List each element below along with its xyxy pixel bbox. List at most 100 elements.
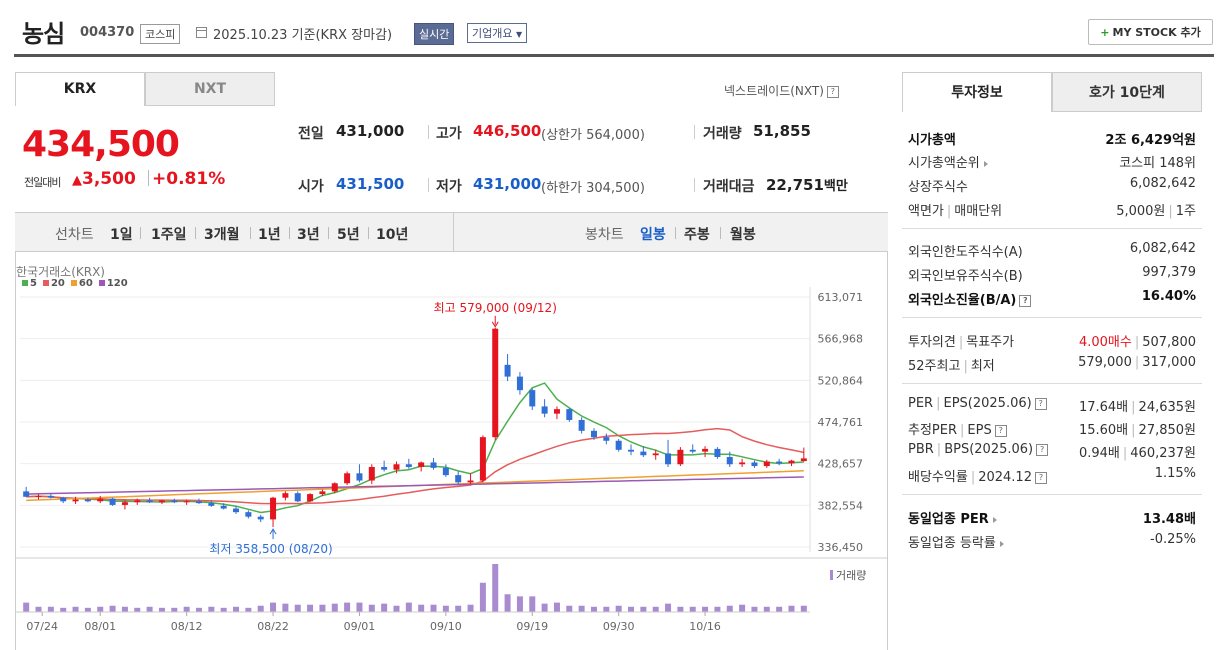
chevron-right-icon (992, 516, 997, 523)
market-badge: 코스피 (140, 24, 181, 44)
ma-legend-item[interactable]: 5 (22, 278, 37, 289)
candle-body (208, 503, 215, 506)
candle-body (344, 473, 351, 484)
help-icon[interactable]: ? (1019, 294, 1032, 307)
price-chart[interactable]: 613,071 566,968 520,864 474,761 428,657 382,5… (15, 252, 888, 650)
period-3y[interactable]: 3년 (297, 227, 320, 243)
period-1w[interactable]: 1주일 (151, 227, 187, 243)
y-tick-label: 428,657 (818, 458, 864, 471)
candle-monthly[interactable]: 월봉 (730, 227, 756, 243)
y-tick-label: 566,968 (818, 333, 864, 346)
eps-label-text: EPS (943, 396, 968, 411)
divider (720, 227, 721, 239)
candle-body (442, 467, 449, 476)
volume-bar (578, 605, 585, 612)
lower-limit-label: (하한가 (541, 181, 582, 196)
candle-body (158, 500, 165, 503)
sector-per-row[interactable]: 동일업종 PER 13.48배 (908, 508, 1196, 531)
ma-legend-item[interactable]: 20 (42, 278, 65, 289)
divider (428, 178, 429, 192)
candle-daily[interactable]: 일봉 (640, 227, 666, 243)
candle-body (430, 462, 437, 468)
period-5y[interactable]: 5년 (337, 227, 360, 243)
period-10y[interactable]: 10년 (376, 227, 409, 243)
change-amount-value: 3,500 (82, 169, 136, 189)
candle-weekly[interactable]: 주봉 (684, 227, 710, 243)
add-mystock-button[interactable]: + MY STOCK 추가 (1088, 19, 1213, 45)
company-overview-dropdown[interactable]: 기업개요 ▼ (467, 23, 528, 43)
volume-bar (381, 603, 388, 612)
candle-body (665, 453, 672, 465)
x-tick-label: 08/01 (84, 620, 116, 633)
volume-bar (307, 604, 314, 612)
volume-bar (541, 603, 548, 612)
volume-bar (504, 594, 511, 612)
upper-limit-value: 564,000) (586, 128, 645, 143)
volume-bar (405, 602, 412, 612)
prev-close-value: 431,000 (336, 122, 405, 140)
candle-body (640, 451, 647, 456)
realtime-button[interactable]: 실시간 (414, 23, 455, 45)
plus-icon: + (1100, 26, 1110, 39)
period-3m[interactable]: 3개월 (204, 227, 240, 243)
candle-body (467, 480, 474, 483)
opinion-label-text: 투자의견 (908, 335, 956, 350)
lower-limit: (하한가 304,500) (541, 177, 645, 196)
w52-low-value: 317,000 (1142, 355, 1196, 370)
ma-legend-item[interactable]: 60 (70, 278, 93, 289)
calendar-icon (196, 27, 207, 38)
est-per-row: 추정PER | EPS? 15.60배 | 27,850원 (908, 419, 1196, 442)
period-1y[interactable]: 1년 (258, 227, 281, 243)
help-icon[interactable]: ? (1034, 397, 1047, 410)
candle-body (714, 448, 721, 458)
tab-investment-info[interactable]: 투자정보 (902, 72, 1052, 112)
candle-body (171, 500, 178, 503)
candle-body (788, 460, 795, 464)
per-value: 17.64배 | 24,635원 (1078, 400, 1196, 415)
period-1d[interactable]: 1일 (110, 227, 133, 243)
foreign-limit-row: 외국인한도주식수(A) 6,082,642 (908, 241, 1196, 264)
divider (148, 170, 149, 186)
tab-krx[interactable]: KRX (15, 72, 145, 106)
candle-body (418, 462, 425, 467)
trade-amount-number: 22,751 (766, 176, 824, 194)
eps-value-text: 24,635원 (1138, 400, 1196, 415)
help-icon[interactable]: ? (826, 85, 839, 98)
help-icon[interactable]: ? (1034, 471, 1047, 484)
chevron-right-icon (999, 540, 1004, 547)
candle-body (233, 508, 240, 513)
candle-body (97, 498, 104, 502)
tab-order-book[interactable]: 호가 10단계 (1052, 72, 1202, 112)
volume-bar (615, 605, 622, 612)
ma-legend-item[interactable]: 120 (98, 278, 128, 289)
candle-body (294, 493, 301, 502)
base-date: 2025.10.23 기준(KRX 장마감) (213, 28, 393, 43)
high-arrow-head (491, 321, 499, 328)
x-tick-label: 08/22 (257, 620, 289, 633)
candle-body (628, 449, 635, 452)
nxt-info-link[interactable]: 넥스트레이드(NXT)? (724, 82, 839, 99)
volume-bar (652, 606, 659, 612)
divider (195, 227, 196, 239)
sector-rate-row[interactable]: 동일업종 등락률 -0.25% (908, 532, 1196, 555)
market-cap-rank-row[interactable]: 시가총액순위 코스피 148위 (908, 152, 1196, 175)
y-tick-label: 474,761 (818, 416, 864, 429)
pbr-row: PBR | BPS(2025.06)? 0.94배 | 460,237원 (908, 442, 1196, 465)
tab-nxt[interactable]: NXT (145, 72, 275, 106)
par-label: 액면가 | 매매단위 (908, 204, 1003, 219)
candle-body (590, 430, 597, 438)
foreign-hold-row: 외국인보유주식수(B) 997,379 (908, 265, 1196, 288)
chart-area (15, 252, 888, 650)
foreign-rate-text: 외국인소진율(B/A) (908, 293, 1017, 308)
volume-bar (245, 607, 252, 612)
help-icon[interactable]: ? (994, 424, 1007, 437)
help-icon[interactable]: ? (1036, 443, 1049, 456)
company-overview-label: 기업개요 (472, 27, 513, 40)
divider (250, 227, 251, 239)
divider (675, 227, 676, 239)
foreign-rate-row: 외국인소진율(B/A)? 16.40% (908, 289, 1196, 312)
trade-amount-unit: 백만 (823, 179, 848, 194)
ma-line-120 (26, 476, 804, 495)
bps-value-text: 460,237원 (1130, 446, 1196, 461)
chevron-down-icon: ▼ (515, 30, 523, 39)
